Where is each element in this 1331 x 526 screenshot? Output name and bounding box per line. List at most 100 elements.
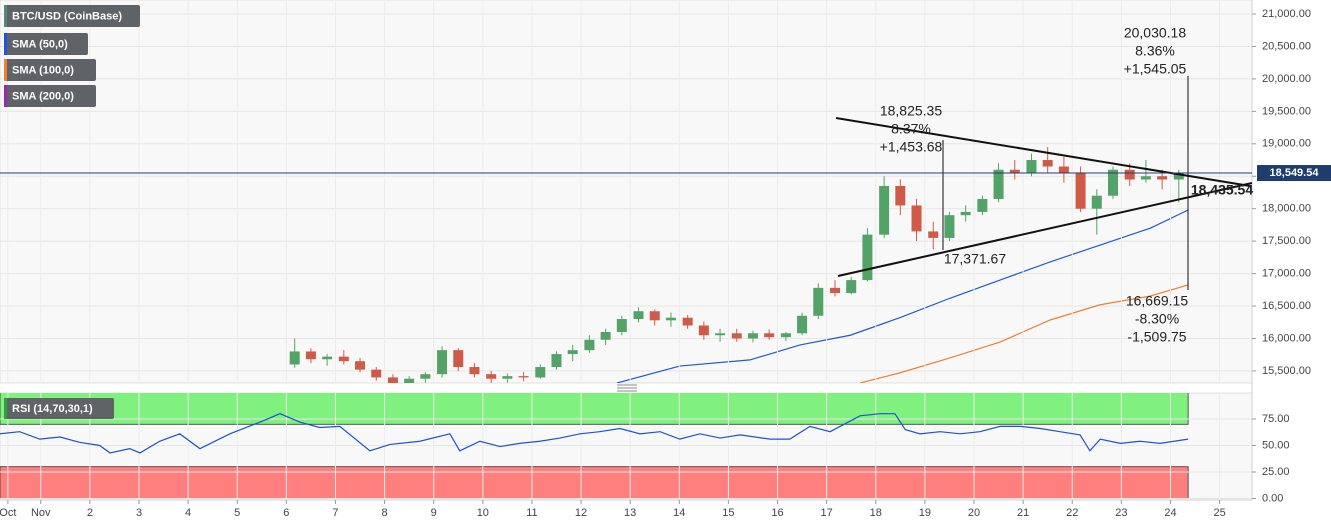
- x-tick-label: 19: [919, 507, 931, 519]
- candle-body: [928, 231, 939, 238]
- candle-body: [518, 376, 529, 378]
- legend-label: SMA (200,0): [12, 90, 74, 102]
- candle-body: [551, 354, 562, 368]
- annotation: +1,453.68: [880, 139, 943, 155]
- candle-body: [355, 361, 366, 370]
- annotation: 18,435.54: [1191, 182, 1253, 198]
- x-tick-label: 12: [575, 507, 587, 519]
- x-tick-label: 24: [1164, 507, 1176, 519]
- x-tick-label: 5: [234, 507, 240, 519]
- candle-body: [846, 280, 857, 294]
- candle-body: [731, 333, 742, 339]
- trend-line: [835, 117, 1251, 187]
- x-tick-label: 17: [821, 507, 833, 519]
- annotation: 18,825.35: [880, 103, 942, 119]
- candle-body: [698, 325, 709, 336]
- candle-body: [404, 378, 415, 383]
- y-tick-label: 50.00: [1262, 439, 1290, 451]
- candle-body: [993, 169, 1004, 199]
- legend-box[interactable]: [4, 85, 96, 107]
- candle-body: [813, 287, 824, 316]
- price-plot: [0, 0, 1252, 383]
- candle-body: [747, 333, 758, 339]
- legend-box[interactable]: [4, 5, 140, 27]
- candle-body: [535, 367, 546, 378]
- candle-body: [665, 317, 676, 321]
- x-tick-label: 18: [870, 507, 882, 519]
- y-tick-label: 17,500.00: [1262, 235, 1311, 247]
- drawings: [835, 76, 1253, 290]
- candle-body: [780, 333, 791, 338]
- candle-body: [1058, 166, 1069, 174]
- candle-body: [1124, 169, 1135, 180]
- annotation: +1,545.05: [1124, 61, 1187, 77]
- candle-body: [1042, 160, 1053, 167]
- x-tick-label: 4: [185, 507, 191, 519]
- candle-body: [797, 315, 808, 334]
- candle-body: [911, 205, 922, 232]
- legend-box[interactable]: [4, 33, 88, 55]
- candle-body: [649, 311, 660, 321]
- legend-label: RSI (14,70,30,1): [12, 403, 93, 415]
- candle-body: [682, 317, 693, 326]
- y-tick-label: 15,500.00: [1262, 365, 1311, 377]
- candle-body: [584, 339, 595, 351]
- annotation: 8.37%: [891, 121, 931, 137]
- candle-body: [387, 377, 398, 383]
- candle-body: [715, 333, 726, 336]
- x-tick-label: 7: [332, 507, 338, 519]
- x-tick-label: 20: [968, 507, 980, 519]
- candle-body: [437, 350, 448, 375]
- candle-body: [305, 351, 316, 360]
- y-tick-label: 75.00: [1262, 413, 1290, 425]
- candle-body: [977, 198, 988, 212]
- x-tick-label: 14: [673, 507, 685, 519]
- candle-body: [338, 356, 349, 362]
- annotation: 8.36%: [1135, 43, 1175, 59]
- x-tick-label: 23: [1115, 507, 1127, 519]
- legend-swatch: [4, 5, 7, 27]
- x-tick-label: 9: [431, 507, 437, 519]
- annotation: 17,371.67: [944, 251, 1006, 267]
- legend-label: BTC/USD (CoinBase): [12, 10, 122, 22]
- candle-body: [1091, 195, 1102, 209]
- x-tick-label: 13: [624, 507, 636, 519]
- x-tick-label: 3: [136, 507, 142, 519]
- candle-body: [616, 319, 627, 332]
- y-tick-label: 17,000.00: [1262, 267, 1311, 279]
- y-tick-label: 19,500.00: [1262, 105, 1311, 117]
- y-tick-label: 16,000.00: [1262, 332, 1311, 344]
- candle-body: [879, 185, 890, 235]
- annotation: -8.30%: [1135, 311, 1179, 327]
- y-tick-label: 20,000.00: [1262, 73, 1311, 85]
- legend-box[interactable]: [4, 59, 96, 81]
- legend-swatch: [4, 85, 7, 107]
- x-tick-label: 22: [1066, 507, 1078, 519]
- annotation: 20,030.18: [1124, 25, 1186, 41]
- legend-swatch: [4, 33, 7, 55]
- candle-body: [633, 311, 644, 320]
- candle-body: [829, 287, 840, 294]
- legend-label: SMA (100,0): [12, 64, 74, 76]
- candle-body: [1026, 160, 1037, 174]
- annotation: -1,509.75: [1127, 329, 1186, 345]
- y-tick-label: 21,000.00: [1262, 8, 1311, 20]
- pane-splitter[interactable]: [617, 384, 637, 392]
- candle-body: [567, 350, 578, 355]
- rsi-plot: [0, 393, 1252, 500]
- candle-body: [1173, 173, 1184, 180]
- y-tick-label: 25.00: [1262, 466, 1290, 478]
- y-tick-label: 0.00: [1262, 492, 1283, 504]
- x-tick-label: 11: [526, 507, 537, 519]
- band: [0, 466, 1189, 499]
- x-tick-label: Oct: [0, 507, 16, 519]
- x-tick-label: 21: [1017, 507, 1029, 519]
- y-tick-label: 18,000.00: [1262, 203, 1311, 215]
- axes: 15,500.00 16,000.00 16,500.00 17,000.00 17,5…: [0, 8, 1311, 519]
- candle-body: [895, 185, 906, 206]
- candle-body: [600, 331, 611, 340]
- x-tick-label: 10: [477, 507, 489, 519]
- candle-body: [322, 356, 333, 360]
- legend-box[interactable]: [4, 398, 114, 419]
- candle-body: [764, 333, 775, 338]
